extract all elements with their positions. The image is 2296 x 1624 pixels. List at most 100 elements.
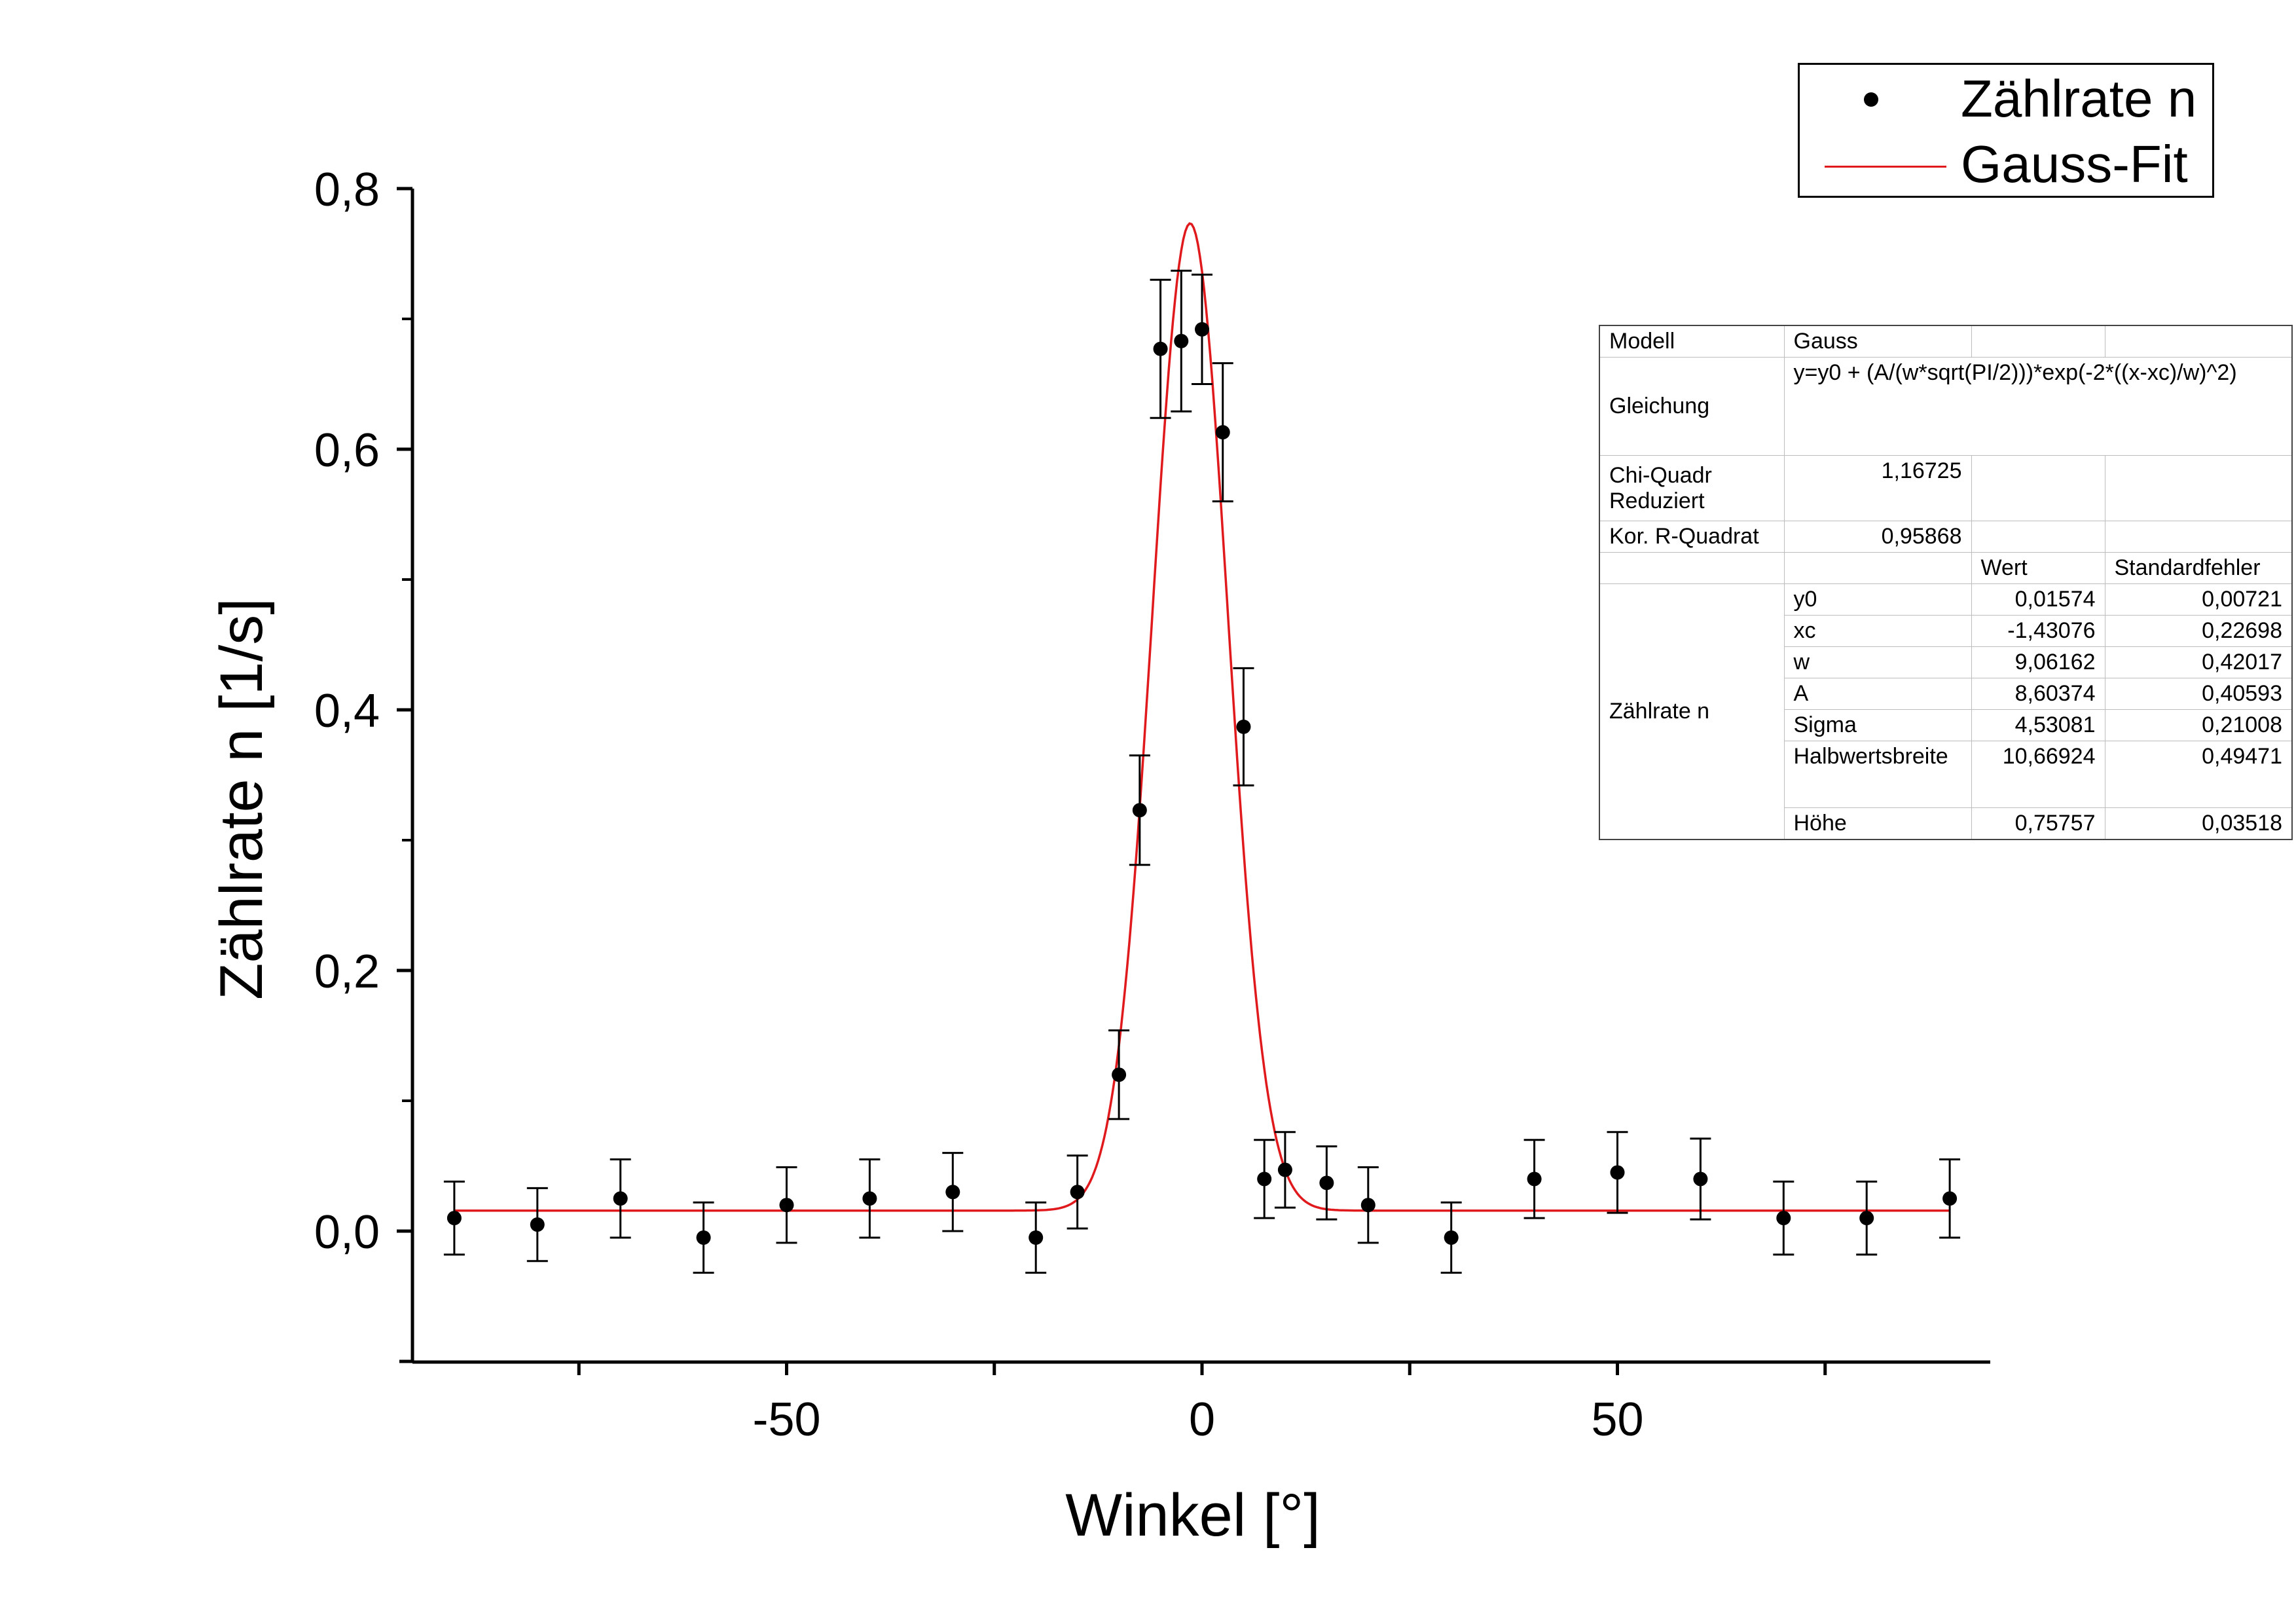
- table-row: A 8,60374 0,40593: [1599, 678, 2293, 710]
- data-point: [693, 1201, 714, 1274]
- data-marker: [1444, 1230, 1459, 1245]
- data-point: [1773, 1180, 1795, 1256]
- data-point: [859, 1158, 881, 1239]
- data-marker: [1257, 1172, 1272, 1187]
- data-point: [1150, 278, 1171, 419]
- chi-label-line2: Reduziert: [1609, 488, 1705, 513]
- data-point: [1274, 1131, 1296, 1209]
- data-point: [1233, 667, 1254, 786]
- data-marker: [1527, 1172, 1542, 1187]
- gleichung-label: Gleichung: [1599, 357, 1785, 456]
- data-marker: [446, 1211, 462, 1226]
- legend-marker-line: [1825, 166, 1946, 168]
- table-row: w 9,06162 0,42017: [1599, 646, 2293, 678]
- data-marker: [1112, 1067, 1127, 1082]
- chi-value: 1,16725: [1783, 455, 1972, 521]
- param-name: y0: [1783, 583, 1972, 616]
- param-name: Höhe: [1783, 807, 1972, 840]
- table-row-r2: Kor. R-Quadrat 0,95868: [1599, 521, 2293, 553]
- data-point: [526, 1187, 548, 1263]
- table-row-gleichung: Gleichung y=y0 + (A/(w*sqrt(PI/2)))*exp(…: [1599, 357, 2293, 456]
- group-label: Zählrate n: [1599, 583, 1785, 840]
- param-fehler: 0,40593: [2104, 678, 2293, 710]
- data-point: [1212, 362, 1233, 503]
- table-header-row: Wert Standardfehler: [1599, 552, 2293, 584]
- table-row: Sigma 4,53081 0,21008: [1599, 709, 2293, 741]
- modell-label: Modell: [1599, 325, 1785, 358]
- data-point: [610, 1158, 631, 1239]
- param-name: Sigma: [1783, 709, 1972, 741]
- data-marker: [1942, 1191, 1958, 1206]
- data-point: [1607, 1131, 1628, 1214]
- table-row: Zählrate n y0 0,01574 0,00721: [1599, 583, 2293, 840]
- table-row: Halbwertsbreite 10,66924 0,49471: [1599, 741, 2293, 808]
- fit-results-table: Modell Gauss Gleichung y=y0 + (A/(w*sqrt…: [1599, 325, 2293, 840]
- modell-value: Gauss: [1783, 325, 1972, 358]
- legend-label-fit: Gauss-Fit: [1961, 135, 2188, 193]
- r2-label: Kor. R-Quadrat: [1599, 521, 1785, 553]
- param-name: A: [1783, 678, 1972, 710]
- x-tick-label: -50: [752, 1393, 820, 1446]
- y-axis-label: Zählrate n [1/s]: [208, 598, 275, 1000]
- data-point: [1254, 1139, 1275, 1219]
- data-marker: [862, 1191, 877, 1206]
- data-marker: [1776, 1211, 1791, 1226]
- axes: -50 0 50 0,0 0,2 0,4 0,6 0,8: [314, 164, 1990, 1446]
- table-row: Höhe 0,75757 0,03518: [1599, 807, 2293, 840]
- y-tick-label: 0,0: [314, 1206, 380, 1259]
- data-marker: [1859, 1211, 1874, 1226]
- param-fehler: 0,03518: [2104, 807, 2293, 840]
- data-point: [443, 1180, 465, 1256]
- param-name: xc: [1783, 615, 1972, 647]
- y-tick-label: 0,8: [314, 164, 380, 216]
- data-point: [1025, 1201, 1047, 1274]
- param-wert: 8,60374: [1971, 678, 2105, 710]
- data-marker: [1029, 1230, 1044, 1245]
- data-point: [776, 1166, 797, 1244]
- data-point: [1316, 1145, 1338, 1221]
- data-marker: [1236, 719, 1251, 734]
- y-tick-label: 0,6: [314, 424, 380, 477]
- legend-entry-data: Zählrate n: [1800, 66, 2212, 132]
- data-marker: [696, 1230, 711, 1245]
- col-header-wert: Wert: [1971, 552, 2105, 584]
- param-wert: 4,53081: [1971, 709, 2105, 741]
- legend-marker-dot: [1864, 92, 1878, 107]
- data-point: [1108, 1029, 1130, 1120]
- param-fehler: 0,22698: [2104, 615, 2293, 647]
- data-point: [1357, 1166, 1379, 1244]
- data-marker: [1693, 1172, 1708, 1187]
- data-point: [1440, 1201, 1462, 1274]
- param-wert: 9,06162: [1971, 646, 2105, 678]
- data-marker: [1360, 1198, 1376, 1213]
- x-tick-label: 50: [1591, 1393, 1643, 1446]
- data-marker: [779, 1198, 794, 1213]
- data-point: [1939, 1158, 1961, 1239]
- r2-value: 0,95868: [1783, 521, 1972, 553]
- table-row-chi: Chi-Quadr Reduziert 1,16725: [1599, 455, 2293, 521]
- table-row-modell: Modell Gauss: [1599, 325, 2293, 358]
- data-marker: [1070, 1185, 1085, 1200]
- data-marker: [530, 1217, 545, 1232]
- param-fehler: 0,42017: [2104, 646, 2293, 678]
- legend-label-data: Zählrate n: [1961, 69, 2197, 128]
- legend: Zählrate n Gauss-Fit: [1798, 63, 2214, 198]
- data-point: [1856, 1180, 1878, 1256]
- param-name: w: [1783, 646, 1972, 678]
- data-point: [1129, 754, 1150, 866]
- data-marker: [1153, 341, 1168, 356]
- data-marker: [1610, 1165, 1625, 1180]
- param-wert: 10,66924: [1971, 741, 2105, 808]
- data-marker: [613, 1191, 628, 1206]
- data-point: [942, 1152, 964, 1232]
- data-marker: [945, 1185, 960, 1200]
- data-marker: [1132, 803, 1147, 818]
- col-header-fehler: Standardfehler: [2104, 552, 2293, 584]
- data-point: [1066, 1154, 1088, 1230]
- data-marker: [1319, 1175, 1334, 1190]
- param-fehler: 0,00721: [2104, 583, 2293, 616]
- param-wert: 0,01574: [1971, 583, 2105, 616]
- data-points-layer: [443, 269, 1961, 1274]
- data-marker: [1174, 333, 1189, 348]
